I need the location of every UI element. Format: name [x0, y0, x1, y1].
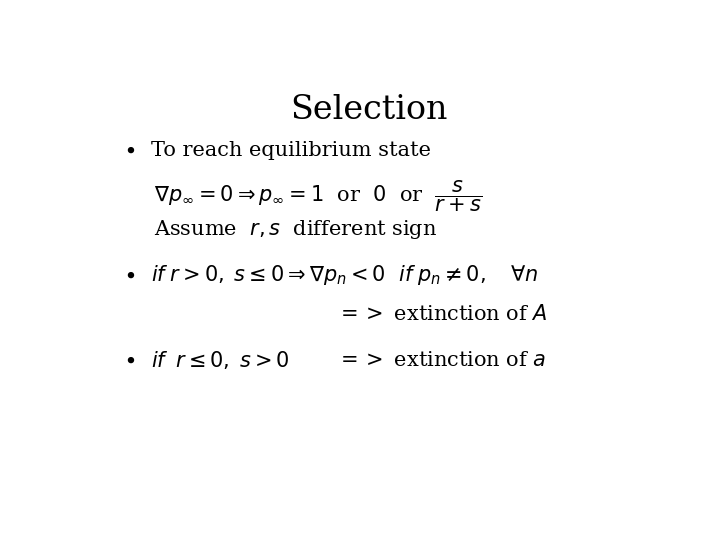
Text: $if\;\; r \leq 0,\; s > 0$: $if\;\; r \leq 0,\; s > 0$ [151, 349, 290, 371]
Text: $\bullet$: $\bullet$ [124, 265, 135, 285]
Text: $=>$ extinction of $a$: $=>$ extinction of $a$ [336, 350, 546, 369]
Text: $\bullet$: $\bullet$ [124, 350, 135, 370]
Text: $=>$ extinction of $A$: $=>$ extinction of $A$ [336, 304, 547, 325]
Text: Selection: Selection [290, 94, 448, 126]
Text: $\nabla p_{\infty} = 0 \Rightarrow p_{\infty} = 1$  or  $0$  or  $\dfrac{s}{r+s}: $\nabla p_{\infty} = 0 \Rightarrow p_{\i… [154, 178, 482, 213]
Text: To reach equilibrium state: To reach equilibrium state [151, 140, 431, 159]
Text: Assume  $r, s$  different sign: Assume $r, s$ different sign [154, 218, 437, 240]
Text: $\bullet$: $\bullet$ [124, 140, 135, 160]
Text: $if\; r > 0,\; s \leq 0 \Rightarrow \nabla p_n < 0$  $if\; p_n \neq 0, \quad \fo: $if\; r > 0,\; s \leq 0 \Rightarrow \nab… [151, 263, 539, 287]
